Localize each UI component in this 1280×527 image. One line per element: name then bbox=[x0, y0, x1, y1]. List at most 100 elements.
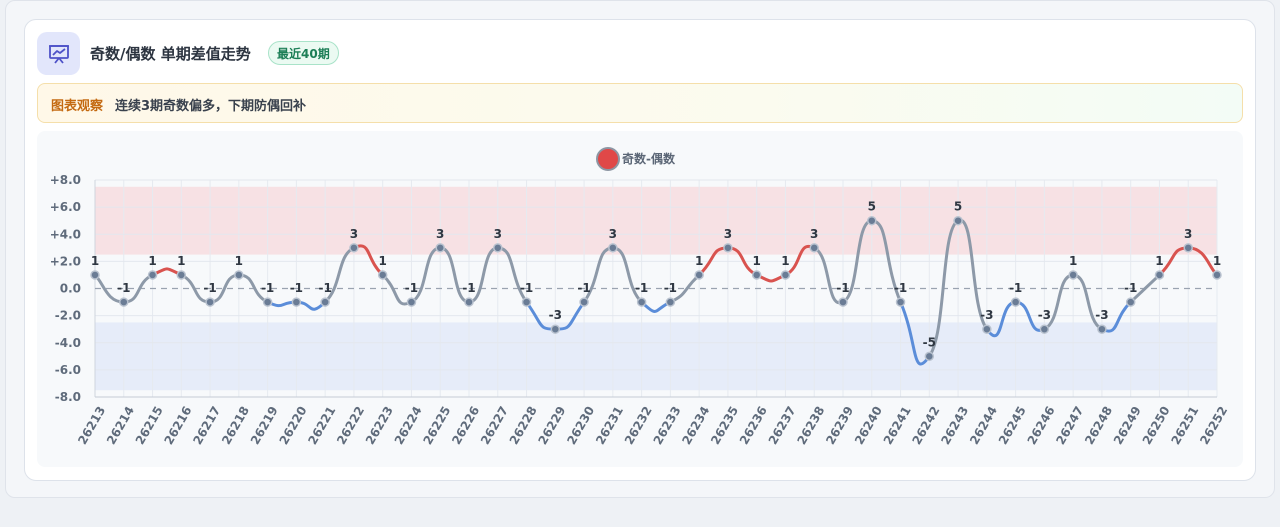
y-tick-label: +2.0 bbox=[50, 254, 81, 268]
data-label: 3 bbox=[436, 227, 444, 241]
data-point bbox=[723, 243, 733, 253]
data-label: 3 bbox=[494, 227, 502, 241]
data-label: 3 bbox=[609, 227, 617, 241]
band-upper bbox=[95, 186, 1217, 255]
data-point bbox=[694, 270, 704, 280]
data-point bbox=[349, 243, 359, 253]
data-point bbox=[493, 243, 503, 253]
y-tick-label: +6.0 bbox=[50, 200, 81, 214]
data-label: 3 bbox=[350, 227, 358, 241]
series-line-segment bbox=[841, 219, 874, 304]
data-label: 1 bbox=[91, 254, 99, 268]
data-label: -5 bbox=[923, 335, 936, 349]
data-point bbox=[291, 297, 302, 307]
data-point bbox=[608, 243, 618, 253]
data-label: -3 bbox=[1038, 308, 1051, 322]
data-label: 1 bbox=[177, 254, 185, 268]
data-label: -1 bbox=[462, 281, 475, 295]
data-point bbox=[895, 297, 906, 307]
data-point bbox=[320, 297, 330, 307]
series-line-segment bbox=[438, 246, 471, 304]
data-point bbox=[1068, 270, 1078, 280]
data-point bbox=[377, 270, 388, 280]
y-tick-label: +4.0 bbox=[50, 227, 81, 241]
observation-text: 连续3期奇数偏多，下期防偶回补 bbox=[115, 99, 307, 114]
x-tick-label: 26252 bbox=[1197, 404, 1230, 447]
chart-title: 奇数/偶数 单期差值走势 bbox=[90, 45, 251, 63]
legend-marker bbox=[596, 147, 620, 171]
data-label: -1 bbox=[203, 281, 216, 295]
data-label: -1 bbox=[117, 281, 130, 295]
data-label: -1 bbox=[577, 281, 590, 295]
series-line-segment bbox=[899, 300, 931, 366]
data-label: 3 bbox=[724, 227, 732, 241]
data-point bbox=[521, 297, 532, 307]
data-label: 1 bbox=[148, 254, 156, 268]
series-line-segment bbox=[323, 246, 356, 304]
data-point bbox=[579, 297, 589, 307]
data-label: 5 bbox=[954, 200, 962, 214]
observation-label: 图表观察 bbox=[51, 99, 104, 114]
data-point bbox=[1097, 324, 1107, 334]
data-label: -3 bbox=[1095, 308, 1108, 322]
data-point bbox=[838, 297, 848, 307]
data-label: -3 bbox=[980, 308, 993, 322]
series-line-segment bbox=[927, 219, 960, 358]
data-label: 1 bbox=[781, 254, 789, 268]
series-line-segment bbox=[870, 219, 903, 304]
data-point bbox=[751, 270, 762, 280]
data-point bbox=[90, 270, 100, 280]
data-point bbox=[119, 297, 129, 307]
data-label: 1 bbox=[379, 254, 387, 268]
data-label: -1 bbox=[1124, 281, 1137, 295]
data-label: -1 bbox=[520, 281, 533, 295]
series-line-segment bbox=[1129, 273, 1161, 304]
data-label: -1 bbox=[635, 281, 648, 295]
data-label: 1 bbox=[753, 254, 761, 268]
data-point bbox=[1010, 297, 1021, 307]
chart-presentation-icon bbox=[37, 32, 80, 75]
data-point bbox=[176, 270, 187, 280]
data-label: 1 bbox=[1069, 254, 1077, 268]
y-tick-label: 0.0 bbox=[60, 282, 81, 296]
data-point bbox=[867, 215, 877, 226]
data-point bbox=[1183, 243, 1193, 253]
data-label: -1 bbox=[290, 281, 303, 295]
data-label: -1 bbox=[894, 281, 907, 295]
data-label: -1 bbox=[836, 281, 849, 295]
data-label: 1 bbox=[235, 254, 243, 268]
data-label: 1 bbox=[1213, 254, 1221, 268]
data-point bbox=[924, 351, 935, 362]
data-label: -1 bbox=[405, 281, 418, 295]
data-point bbox=[205, 297, 215, 307]
band-lower bbox=[95, 322, 1217, 391]
y-tick-label: -8.0 bbox=[55, 390, 81, 404]
y-tick-label: -4.0 bbox=[55, 336, 81, 350]
legend-label: 奇数-偶数 bbox=[622, 151, 676, 166]
observation-banner: 图表观察 连续3期奇数偏多，下期防偶回补 bbox=[37, 83, 1243, 123]
data-point bbox=[982, 324, 992, 334]
data-label: 5 bbox=[868, 200, 876, 214]
series-line-segment bbox=[467, 246, 500, 304]
data-label: -1 bbox=[1009, 281, 1022, 295]
data-point bbox=[665, 297, 676, 307]
data-point bbox=[464, 297, 474, 307]
y-tick-label: -2.0 bbox=[55, 309, 81, 323]
data-label: 3 bbox=[1184, 227, 1192, 241]
data-point bbox=[234, 270, 244, 280]
data-label: -1 bbox=[318, 281, 331, 295]
period-badge: 最近40期 bbox=[268, 41, 339, 65]
data-point bbox=[809, 243, 819, 253]
data-point bbox=[435, 243, 445, 253]
data-label: 1 bbox=[1155, 254, 1163, 268]
data-label: 1 bbox=[695, 254, 703, 268]
y-tick-label: +8.0 bbox=[50, 173, 81, 187]
data-point bbox=[1125, 297, 1136, 307]
data-label: -1 bbox=[261, 281, 274, 295]
series-line-segment bbox=[956, 219, 989, 331]
data-point bbox=[550, 324, 561, 334]
data-point bbox=[953, 215, 963, 226]
data-label: -3 bbox=[549, 308, 562, 322]
data-point bbox=[1039, 324, 1050, 334]
